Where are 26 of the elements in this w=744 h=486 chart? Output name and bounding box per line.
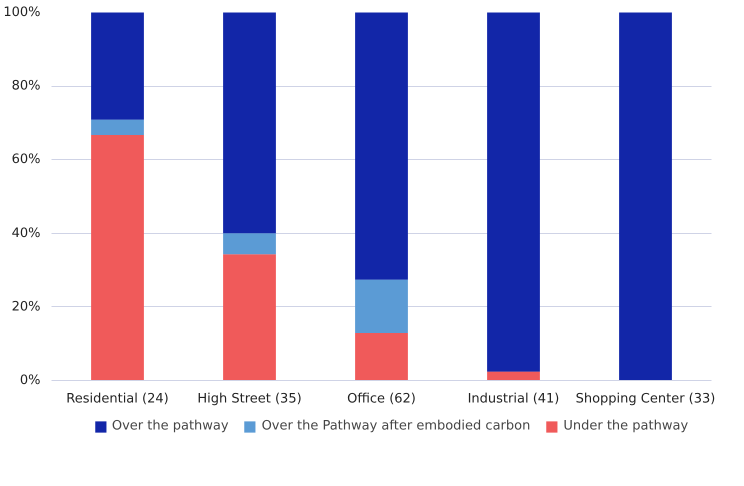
bar (223, 12, 276, 234)
bar (91, 12, 144, 120)
legend-label: Over the pathway (112, 418, 229, 434)
bar (223, 233, 276, 254)
y-tick-label: 80% (12, 78, 41, 94)
x-tick-label: Residential (24) (66, 392, 169, 406)
y-tick-label: 100% (3, 5, 41, 20)
bar (619, 12, 672, 380)
y-tick-label: 60% (12, 152, 41, 168)
bar (487, 12, 540, 372)
y-tick-label: 40% (12, 226, 41, 241)
legend-label: Over the Pathway after embodied carbon (262, 418, 530, 434)
bar (355, 12, 408, 280)
y-tick-label: 0% (20, 373, 40, 388)
legend-label: Under the pathway (563, 418, 688, 434)
x-tick-label: Industrial (41) (468, 392, 560, 406)
bar (91, 120, 144, 136)
x-tick-label: High Street (35) (197, 392, 302, 406)
x-tick-label: Office (62) (347, 392, 416, 406)
bar (355, 333, 408, 380)
x-tick-label: Shopping Center (33) (576, 392, 716, 406)
y-tick-label: 20% (12, 299, 41, 314)
bar (91, 135, 144, 380)
bar (355, 280, 408, 334)
bar (223, 254, 276, 380)
bar (487, 372, 540, 380)
